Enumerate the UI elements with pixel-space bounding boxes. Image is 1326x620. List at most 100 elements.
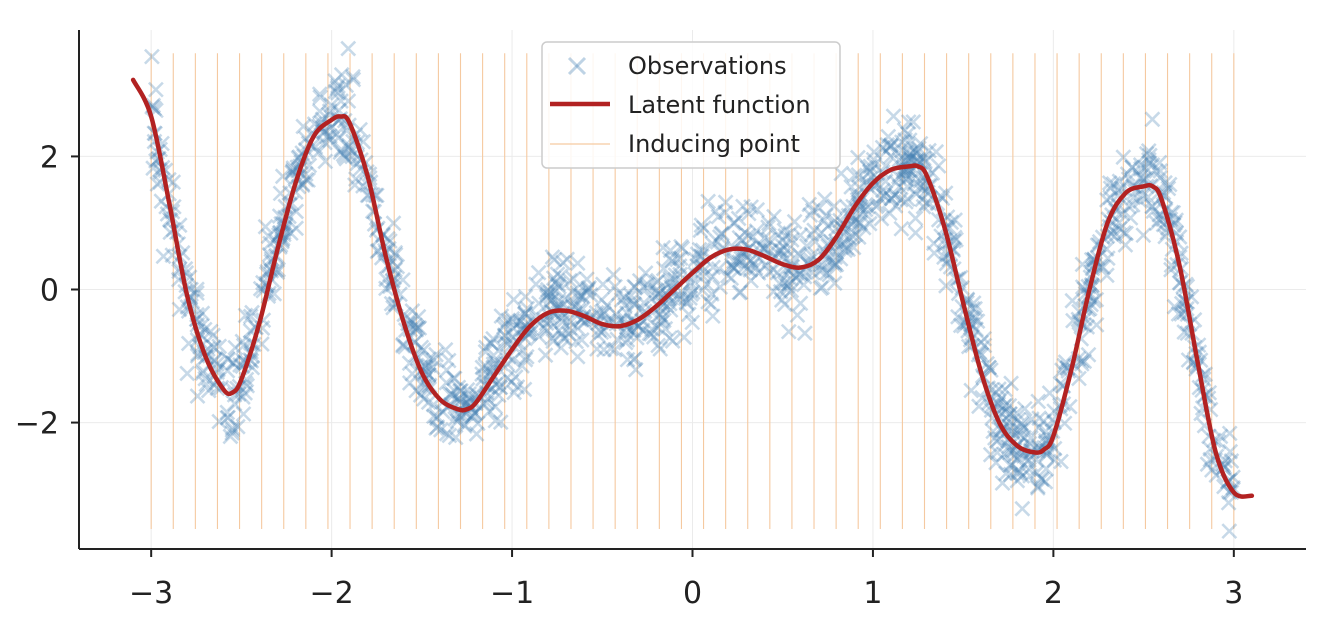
observation-point [725,253,742,270]
observation-point [415,391,432,407]
observation-point [387,244,404,261]
observation-point [782,270,799,287]
observation-point [747,259,764,276]
observation-point [310,144,327,160]
observation-point [826,198,843,215]
observation-point [908,185,925,202]
observation-point [826,275,843,292]
observation-point [338,150,355,167]
observation-point [692,222,709,239]
observation-point [709,234,726,250]
observation-point [1122,209,1139,226]
observation-point [407,320,424,337]
observation-point [861,164,878,181]
observation-point [779,281,795,298]
observation-point [387,246,404,263]
observation-point [507,369,524,385]
observation-point [481,403,498,420]
observation-point [595,302,612,319]
observation-point [242,308,259,325]
observation-point [618,324,635,341]
observation-point [1046,452,1063,468]
observation-point [1132,193,1149,210]
observation-point [1144,198,1161,215]
observation-point [517,351,534,368]
observation-point [1037,473,1054,490]
observation-point [443,385,460,402]
observation-point [1221,425,1238,442]
observation-point [902,150,919,167]
observation-point [780,323,797,340]
observation-point [761,231,778,248]
observation-point [1016,400,1033,417]
observation-point [619,351,636,368]
observation-point [883,137,900,153]
observation-point [748,223,765,239]
observation-point [639,276,656,293]
observation-point [910,140,927,157]
observation-point [1010,411,1027,428]
observation-point [539,286,556,303]
observation-point [882,148,899,165]
observation-point [742,252,759,269]
observation-point [616,289,633,306]
observation-point [862,158,879,175]
observation-point [664,252,681,269]
observation-point [206,339,223,356]
observation-point [1088,316,1105,333]
observation-point [627,350,643,367]
observation-point [705,259,722,276]
observation-point [819,218,836,235]
observation-point [409,319,426,336]
observation-point [449,413,466,430]
observation-point [211,338,228,355]
x-tick-label: 0 [683,576,702,611]
observation-point [311,86,328,103]
observation-point [340,93,357,110]
observation-point [667,267,684,284]
observation-point [438,425,455,442]
observation-point [732,284,749,301]
observation-point [650,272,666,289]
observation-point [845,239,862,256]
observation-point [669,291,685,308]
observation-point [651,300,668,316]
observation-point [627,361,644,378]
observation-point [536,319,553,336]
observation-point [915,150,932,167]
observation-point [440,352,457,369]
observation-point [1101,175,1118,191]
observation-point [550,276,567,293]
observation-point [878,143,895,160]
observation-point [893,220,910,237]
observation-point [684,314,701,331]
observation-point [300,172,317,189]
observation-point [447,411,464,427]
observation-point [1080,346,1097,363]
x-tick-label: 2 [1044,576,1063,611]
observation-point [731,284,748,301]
observation-point [832,250,849,267]
observation-point [411,320,428,336]
observation-point [908,145,925,162]
observation-point [552,268,569,285]
observation-point [1160,180,1177,197]
observation-point [982,446,999,463]
observation-point [257,218,274,235]
observation-point [1012,464,1029,481]
observation-point [790,245,806,262]
observation-point [547,283,564,300]
observation-point [1074,256,1091,273]
observation-point [580,281,596,298]
observation-point [1030,393,1047,410]
observation-point [530,295,547,312]
observation-point [990,381,1007,397]
observation-point [787,269,804,286]
observation-point [219,404,236,421]
observation-point [893,134,910,151]
observation-point [578,271,595,288]
observation-point [765,283,782,300]
observation-point [689,246,706,262]
observation-point [438,374,455,391]
observation-point [1073,353,1090,369]
